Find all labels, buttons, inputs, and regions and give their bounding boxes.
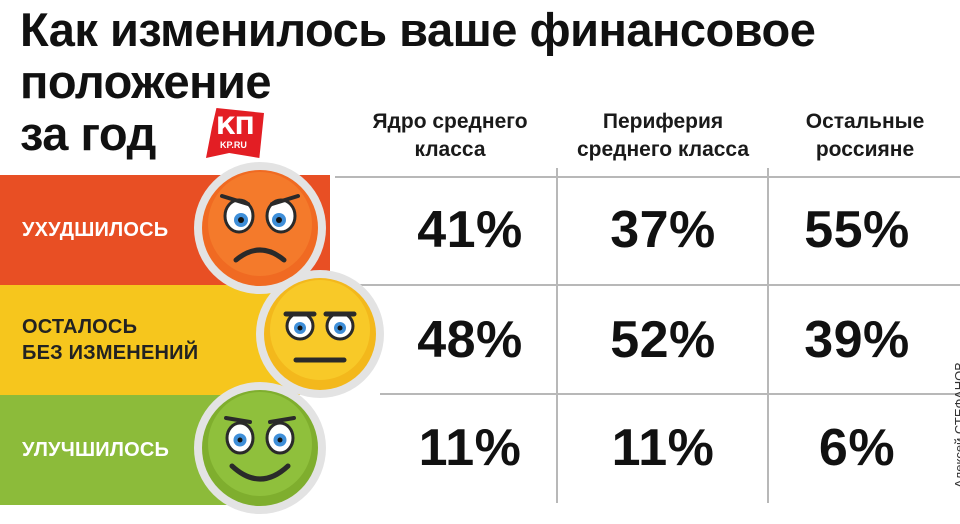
column-header-core-line-2: класса: [414, 138, 486, 161]
column-header-periphery-line-1: Периферия: [602, 110, 724, 133]
cell-better-others: 6%: [818, 419, 896, 477]
smile-face-icon: [194, 382, 326, 514]
neutral-face-icon: [256, 270, 384, 398]
cell-same-core: 48%: [417, 311, 523, 369]
kp-logo: КП KP.RU: [206, 108, 266, 172]
sad-face-icon: [194, 162, 326, 294]
logo-flag-icon: [206, 108, 264, 158]
cell-same-periphery: 52%: [610, 311, 716, 369]
column-header-periphery: Периферия среднего класса: [557, 108, 769, 164]
row-label-worse-line-1: УХУДШИЛОСЬ: [22, 219, 169, 241]
cell-same-others: 39%: [804, 311, 910, 369]
title-line-1: Как изменилось ваше финансовое: [20, 3, 816, 56]
cell-worse-core: 41%: [417, 201, 523, 259]
column-header-periphery-line-2: среднего класса: [576, 138, 750, 161]
author-credit: Алексей СТЕФАНОВ: [952, 362, 960, 488]
column-header-others-line-2: россияне: [815, 138, 915, 161]
grid-line-col-1: [556, 168, 558, 503]
cell-better-periphery: 11%: [611, 419, 715, 477]
cell-better-core: 11%: [418, 419, 522, 477]
title-line-2: положение: [20, 55, 272, 108]
title-line-3: за год: [20, 107, 156, 160]
column-header-core-line-1: Ядро среднего: [372, 110, 528, 133]
chart-title: Как изменилось ваше финансовое положение…: [20, 3, 816, 160]
row-label-same: ОСТАЛОСЬ БЕЗ ИЗМЕНЕНИЙ: [0, 285, 300, 395]
grid-line-col-2: [767, 168, 769, 503]
grid-line-top: [335, 176, 960, 178]
row-label-better-line-1: УЛУЧШИЛОСЬ: [22, 439, 170, 461]
logo-text: КП: [216, 112, 255, 140]
logo-subtext: KP.RU: [220, 140, 247, 150]
cell-worse-others: 55%: [804, 201, 910, 259]
column-header-others-line-1: Остальные: [805, 110, 925, 133]
row-label-same-line-2: БЕЗ ИЗМЕНЕНИЙ: [22, 342, 199, 364]
column-header-core: Ядро среднего класса: [345, 108, 555, 164]
cell-worse-periphery: 37%: [610, 201, 716, 259]
grid-line-row-2: [380, 393, 960, 395]
grid-line-row-1: [335, 284, 960, 286]
row-label-same-line-1: ОСТАЛОСЬ: [22, 316, 138, 338]
column-header-others: Остальные россияне: [765, 108, 960, 164]
